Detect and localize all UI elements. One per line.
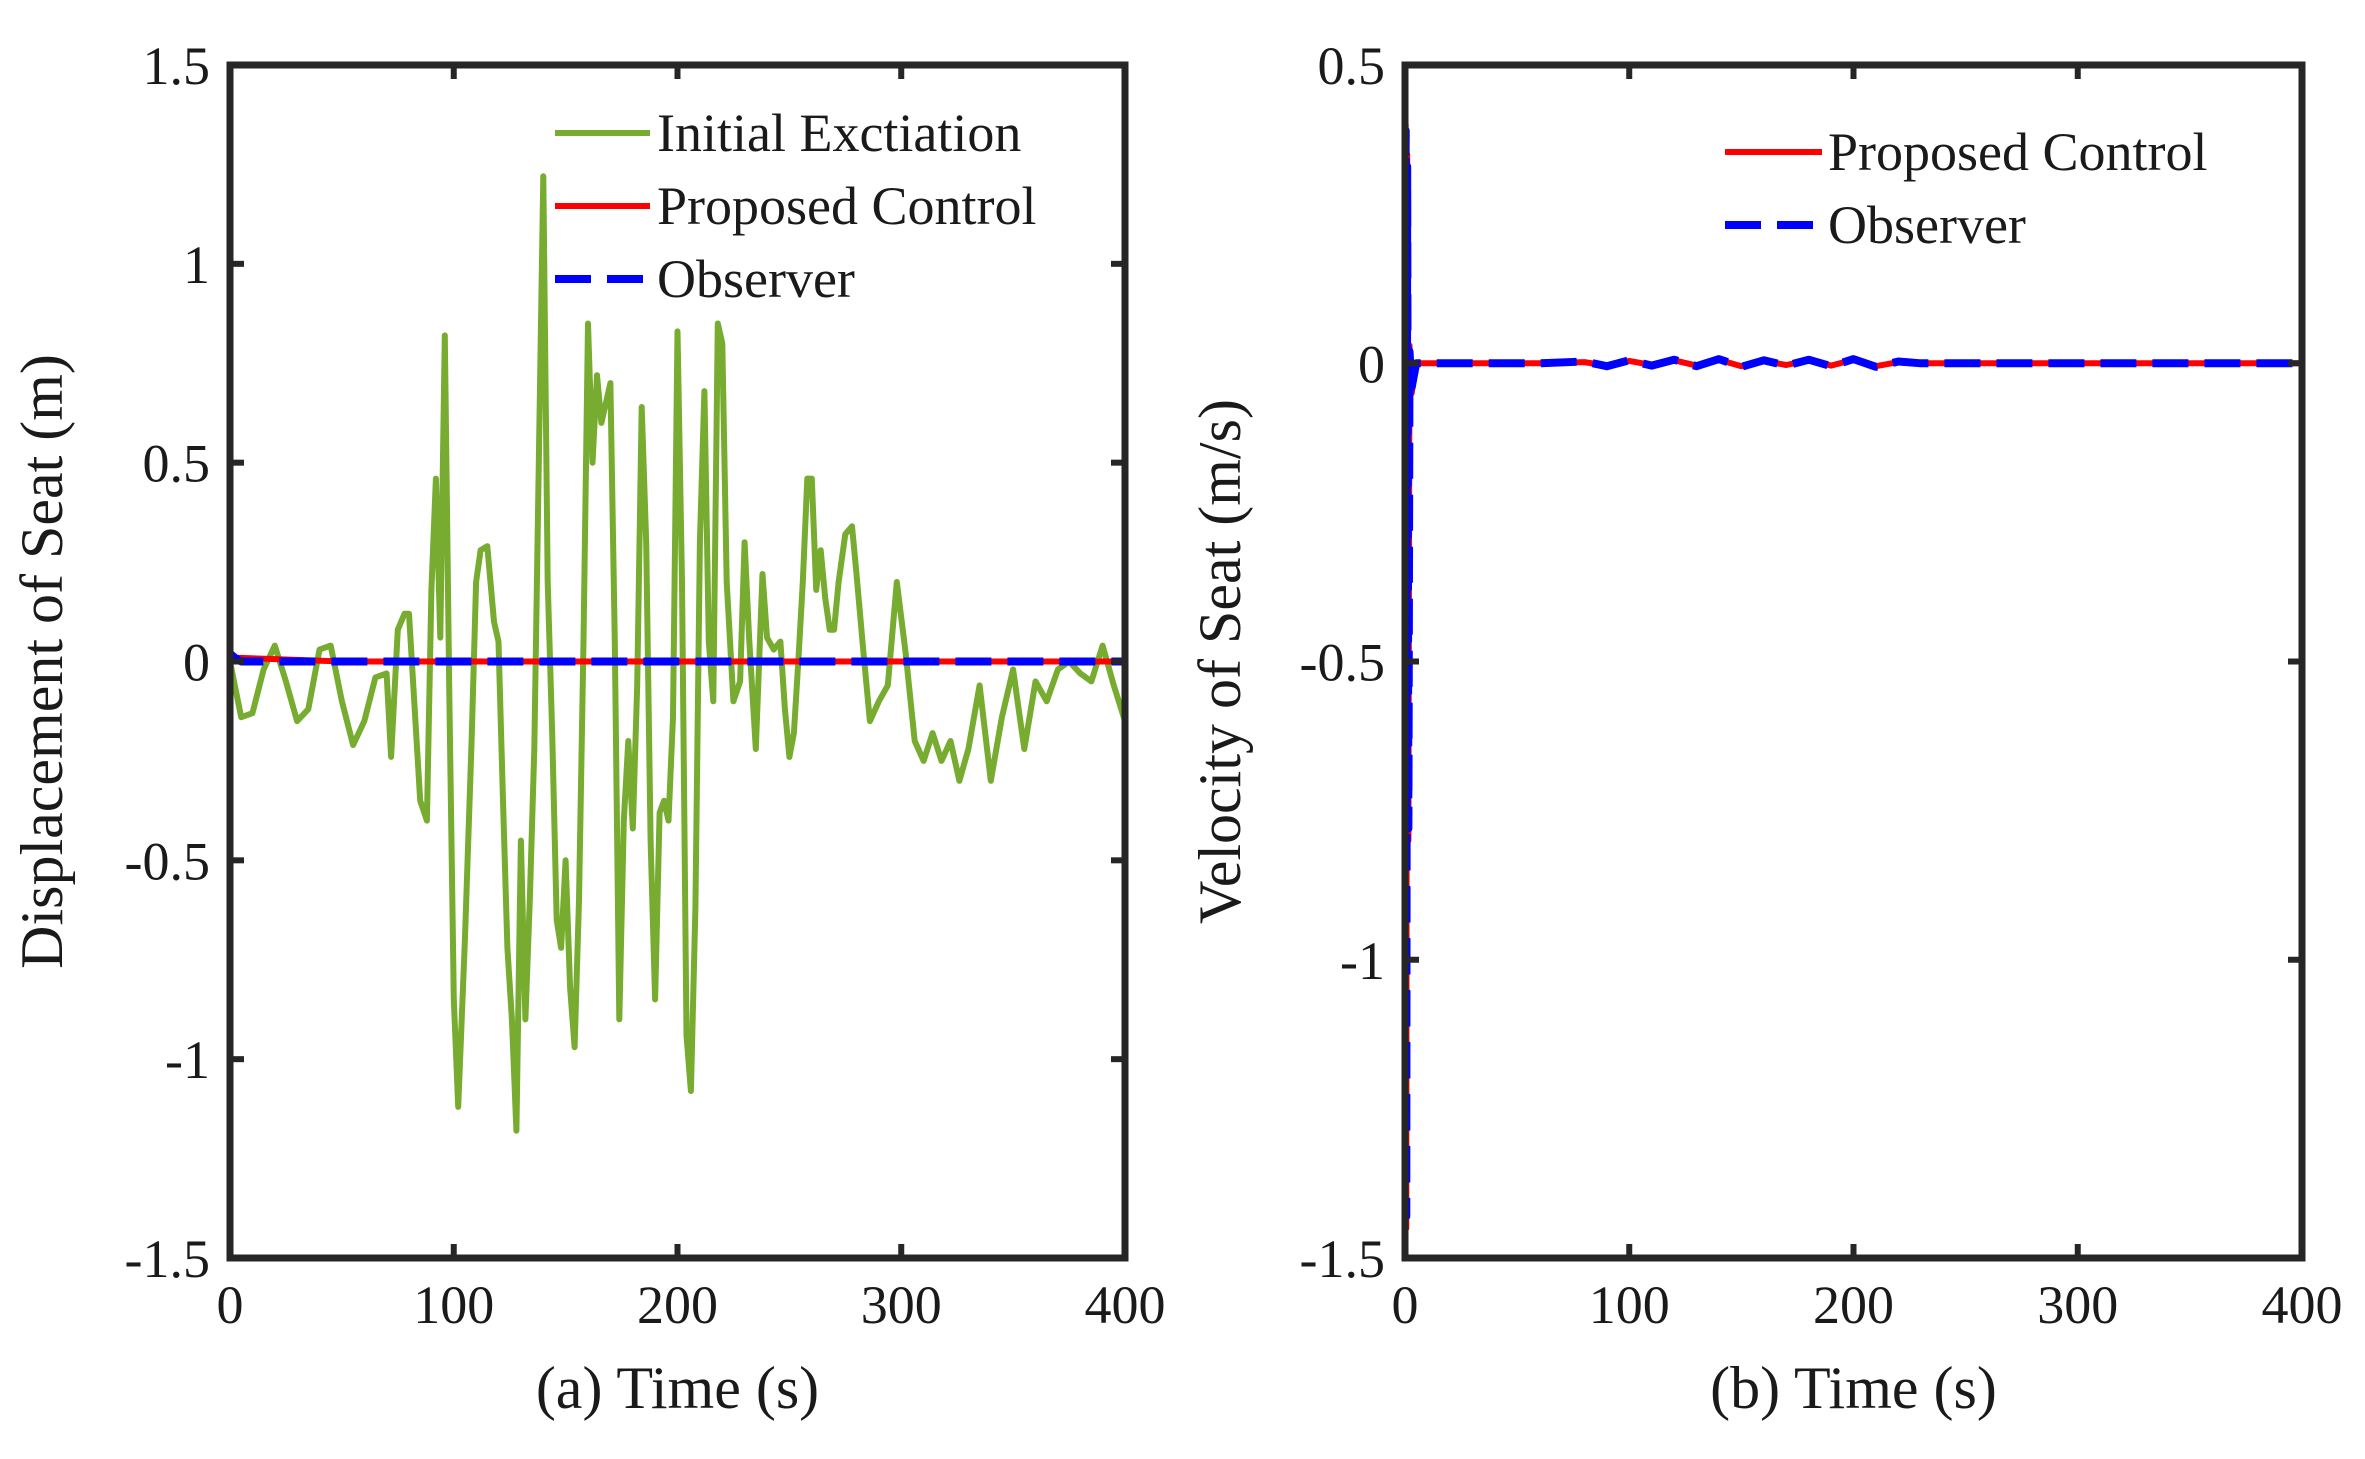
legend: Proposed Control Observer [1725,122,2208,255]
plot-area [1405,121,2302,1232]
y-tick-label: 0.5 [1318,36,1386,96]
y-tick-label: -0.5 [1300,633,1385,693]
y-tick-label: 1 [183,235,210,295]
y-tick-label: -1.5 [125,1229,210,1289]
y-tick-label: 1.5 [143,36,211,96]
panel-a-displacement-chart: 0 100 200 300 400 -1.5 -1 -0.5 0 0.5 1 1.5 (a) Time … [9,36,1166,1421]
legend-label: Proposed Control [1828,122,2208,182]
y-tick-label: -1 [1340,931,1385,991]
y-tick-label: 0.5 [143,434,211,494]
legend-label: Observer [657,249,855,309]
y-tick-label: -0.5 [125,831,210,891]
series-line-proposed-control [1405,121,2302,1232]
y-axis-label: Velocity of Seat (m/s) [1187,399,1253,924]
y-tick-label: 0 [183,633,210,693]
x-tick-label: 300 [2037,1275,2118,1335]
y-tick-label: -1.5 [1300,1229,1385,1289]
x-tick-label: 100 [1589,1275,1670,1335]
series-line-observer [230,650,1125,666]
legend-label: Proposed Control [657,176,1037,236]
y-tick-label: -1 [165,1030,210,1090]
x-tick-label: 300 [861,1275,942,1335]
series-line-observer [1405,126,2302,1221]
panel-b-velocity-chart: 0 100 200 300 400 -1.5 -1 -0.5 0 0.5 (b) Time (s) V… [1187,36,2343,1421]
legend-label: Observer [1828,195,2026,255]
plot-area [230,173,1125,1134]
x-tick-label: 100 [413,1275,494,1335]
x-tick-label: 400 [1085,1275,1166,1335]
y-tick-label: 0 [1358,334,1385,394]
x-axis-label: (b) Time (s) [1710,1355,1997,1421]
series-line-initial-exctiation [230,173,1125,1134]
x-tick-label: 400 [2262,1275,2343,1335]
legend: Initial Exctiation Proposed Control Observ… [555,103,1037,309]
x-tick-label: 200 [637,1275,718,1335]
x-tick-label: 0 [217,1275,244,1335]
y-axis-label: Displacement of Seat (m) [9,354,75,969]
legend-label: Initial Exctiation [657,103,1021,163]
x-tick-label: 200 [1813,1275,1894,1335]
x-tick-label: 0 [1392,1275,1419,1335]
x-axis-label: (a) Time (s) [536,1355,819,1421]
